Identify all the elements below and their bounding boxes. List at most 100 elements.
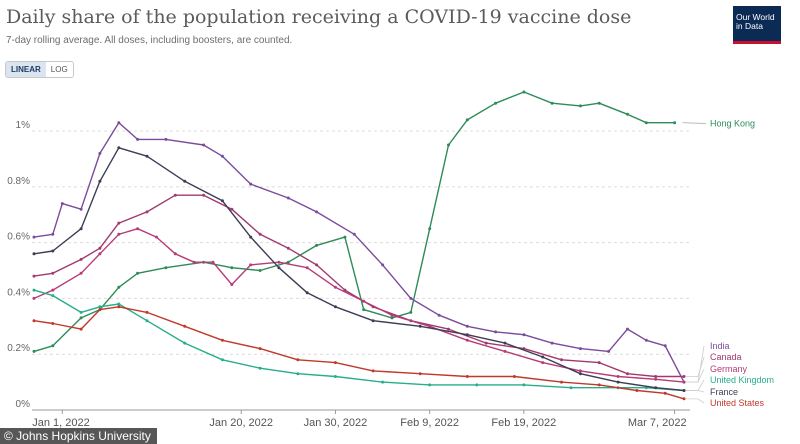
data-point: [230, 207, 234, 211]
scale-toggle: LINEAR LOG: [5, 61, 74, 78]
image-credit: © Johns Hopkins University: [0, 428, 157, 444]
data-point: [315, 263, 319, 267]
series-label: India: [710, 341, 730, 351]
data-point: [578, 372, 582, 376]
data-point: [654, 377, 658, 381]
data-point: [258, 269, 262, 272]
data-point: [296, 372, 300, 376]
data-point: [249, 263, 253, 267]
data-point: [428, 324, 432, 328]
data-point: [258, 347, 262, 351]
data-point: [286, 246, 290, 250]
series-label: United States: [710, 398, 765, 408]
data-point: [333, 305, 337, 309]
log-scale-button[interactable]: LOG: [50, 65, 68, 74]
linear-scale-button[interactable]: LINEAR: [6, 62, 46, 77]
data-point: [32, 252, 36, 256]
x-tick-label: Jan 30, 2022: [304, 417, 368, 429]
data-point: [465, 118, 469, 122]
data-point: [607, 349, 611, 353]
data-point: [663, 344, 667, 348]
data-point: [428, 227, 432, 231]
data-point: [155, 235, 158, 239]
data-point: [352, 232, 356, 236]
data-point: [409, 310, 413, 314]
data-point: [192, 260, 196, 264]
data-point: [663, 391, 667, 395]
data-point: [315, 210, 319, 214]
data-point: [98, 305, 102, 309]
data-point: [654, 375, 658, 378]
data-point: [136, 137, 140, 141]
data-point: [32, 235, 36, 239]
data-point: [626, 372, 629, 376]
data-point: [578, 347, 582, 351]
data-point: [98, 246, 102, 250]
data-point: [465, 324, 469, 328]
data-point: [673, 121, 677, 125]
series-label: Hong Kong: [710, 119, 755, 129]
data-point: [183, 324, 187, 328]
series-label: United Kingdom: [710, 375, 774, 385]
data-point: [644, 121, 648, 125]
data-point: [230, 266, 234, 270]
data-point: [635, 389, 639, 392]
data-point: [362, 308, 366, 312]
data-point: [560, 380, 563, 384]
data-point: [286, 260, 290, 264]
data-point: [626, 112, 629, 116]
logo-line-1: Our World: [736, 12, 775, 22]
data-point: [381, 380, 385, 384]
y-tick-label: 0.6%: [7, 232, 30, 243]
data-point: [371, 319, 375, 323]
data-point: [475, 383, 479, 387]
data-point: [597, 101, 601, 105]
data-point: [682, 380, 686, 384]
data-point: [79, 207, 83, 211]
data-point: [32, 349, 36, 353]
data-point: [51, 249, 55, 253]
y-tick-label: 1%: [16, 120, 31, 131]
series-line: [33, 228, 685, 383]
data-point: [117, 232, 121, 236]
data-point: [541, 355, 545, 359]
legend-connector: [682, 122, 707, 125]
data-point: [333, 375, 337, 378]
data-point: [51, 232, 55, 236]
data-point: [79, 257, 83, 261]
data-point: [616, 375, 620, 378]
data-point: [98, 252, 102, 256]
data-point: [503, 341, 507, 345]
series-line: [33, 306, 685, 400]
data-point: [333, 361, 337, 365]
data-point: [522, 90, 526, 94]
legend-connector: [686, 379, 705, 391]
data-point: [258, 232, 262, 236]
data-point: [333, 285, 337, 289]
data-point: [145, 154, 149, 158]
data-point: [550, 341, 554, 345]
data-point: [32, 296, 36, 300]
owid-logo[interactable]: Our World in Data: [733, 6, 781, 44]
data-point: [484, 341, 488, 345]
data-point: [183, 179, 187, 183]
legend-connector: [686, 356, 705, 377]
data-point: [447, 143, 450, 147]
data-point: [428, 383, 432, 387]
data-point: [202, 143, 206, 147]
data-point: [343, 235, 347, 239]
data-point: [418, 324, 422, 328]
data-point: [98, 179, 102, 183]
data-point: [117, 305, 121, 309]
data-point: [60, 202, 64, 206]
data-point: [79, 327, 83, 331]
data-point: [541, 361, 545, 365]
data-point: [277, 260, 281, 264]
data-point: [682, 375, 686, 378]
series-label: Canada: [710, 352, 742, 362]
data-point: [286, 196, 290, 200]
data-point: [465, 375, 469, 378]
legend-connector: [686, 368, 705, 383]
y-tick-label: 0%: [16, 399, 31, 410]
